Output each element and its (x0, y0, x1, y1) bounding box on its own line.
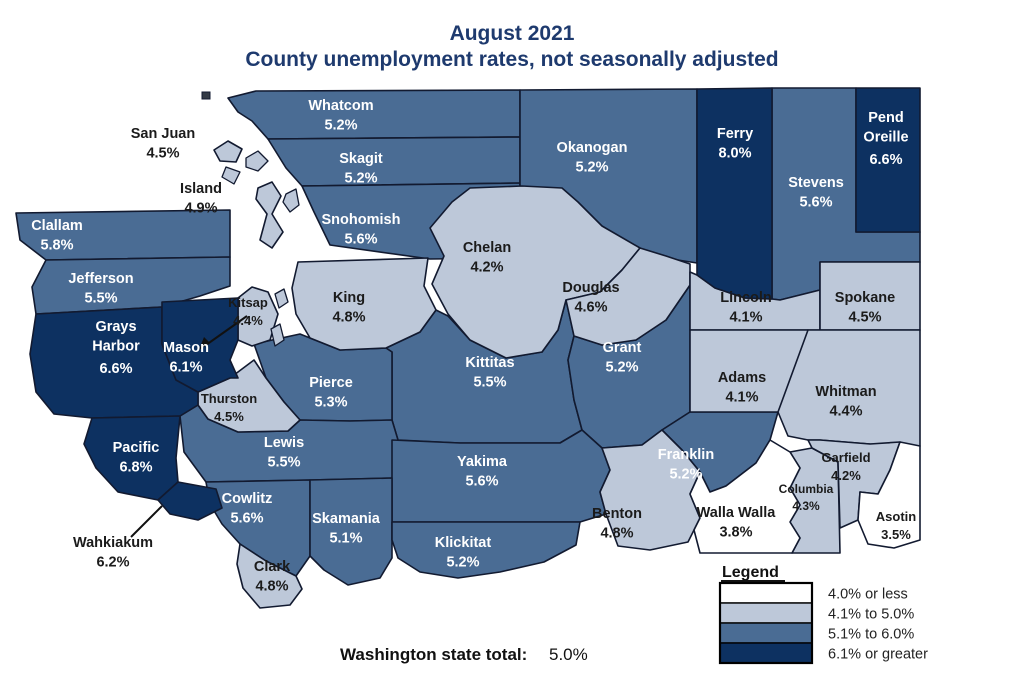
county-shape-king (291, 257, 437, 351)
county-label-yakima: Yakima 5.6% (457, 454, 508, 490)
county-label-kittitas: Kittitas 5.5% (465, 355, 514, 391)
county-label-skagit: Skagit 5.2% (339, 151, 383, 187)
counties-layer (15, 87, 921, 609)
legend-swatch-2 (719, 602, 813, 624)
county-shape-ferry (696, 87, 773, 300)
islands-layer (221, 150, 300, 347)
legend-label-3: 5.1% to 6.0% (828, 627, 914, 643)
county-label-benton: Benton 4.8% (592, 506, 642, 542)
state-total: Washington state total: 5.0% (340, 645, 588, 664)
county-shape-mason (161, 297, 239, 393)
county-label-adams: Adams 4.1% (718, 370, 766, 406)
legend-label-1: 4.0% or less (828, 587, 908, 603)
county-label-klickitat: Klickitat 5.2% (435, 535, 492, 571)
county-label-okanogan: Okanogan 5.2% (557, 140, 628, 176)
kitsap-leader-line (205, 315, 248, 346)
county-label-whitman: Whitman 4.4% (815, 384, 876, 420)
county-label-skamania: Skamania 5.1% (312, 511, 381, 547)
county-label-pend-oreille: Pend Oreille 6.6% (863, 110, 908, 168)
county-label-island: Island 4.9% (180, 181, 222, 217)
legend-swatch-1 (719, 582, 813, 604)
kitsap-leader-arrow (199, 337, 210, 350)
san-juan-island-2 (245, 150, 269, 172)
county-label-grays-harbor: Grays Harbor 6.6% (92, 319, 140, 377)
county-label-san-juan: San Juan 4.5% (131, 126, 195, 162)
county-label-jefferson: Jefferson 5.5% (68, 271, 133, 307)
county-label-chelan: Chelan 4.2% (463, 240, 511, 276)
vashon-island (270, 323, 285, 347)
county-label-douglas: Douglas 4.6% (562, 280, 619, 316)
county-label-pierce: Pierce 5.3% (309, 375, 353, 411)
county-label-whatcom: Whatcom 5.2% (308, 98, 373, 134)
legend-frame (718, 581, 814, 665)
legend: Legend 4.0% or less 4.1% to 5.0% 5.1% to 6… (718, 564, 928, 665)
county-label-wahkiakum: Wahkiakum 6.2% (73, 535, 153, 571)
page-subtitle: County unemployment rates, not seasonall… (245, 48, 778, 71)
county-label-pacific: Pacific 6.8% (113, 440, 160, 476)
county-shape-klickitat (391, 521, 581, 579)
county-label-garfield: Garfield 4.2% (821, 450, 870, 483)
camano-island (282, 188, 300, 213)
county-label-stevens: Stevens 5.6% (788, 175, 844, 211)
legend-label-4: 6.1% or greater (828, 647, 928, 663)
county-shape-pacific (83, 415, 181, 501)
county-label-spokane: Spokane 4.5% (835, 290, 895, 326)
legend-rows: 4.0% or less 4.1% to 5.0% 5.1% to 6.0% 6.1%… (719, 582, 928, 664)
page-title: August 2021 (450, 22, 575, 45)
county-label-lincoln: Lincoln 4.1% (720, 290, 772, 326)
county-shape-san-juan (213, 140, 243, 163)
state-total-label: Washington state total: (340, 645, 527, 664)
county-shape-clark (236, 543, 303, 609)
point-roberts-shape (201, 91, 211, 100)
legend-title-underline (721, 580, 785, 582)
county-shape-skamania (309, 477, 393, 586)
county-shape-wahkiakum (157, 481, 223, 521)
legend-swatch-3 (719, 622, 813, 644)
county-label-ferry: Ferry 8.0% (717, 126, 753, 162)
county-shape-skagit (267, 136, 521, 187)
county-shape-island (255, 181, 284, 249)
county-shape-yakima (391, 429, 611, 523)
county-label-clark: Clark 4.8% (254, 559, 291, 595)
state-total-value: 5.0% (549, 645, 588, 664)
county-shape-pend-oreille (855, 87, 921, 233)
bainbridge-island (274, 288, 289, 309)
county-shape-asotin (857, 441, 921, 549)
county-label-kitsap: Kitsap 4.4% (228, 295, 268, 328)
county-shape-thurston (197, 359, 301, 433)
county-label-asotin: Asotin 3.5% (876, 509, 917, 542)
county-label-thurston: Thurston 4.5% (201, 391, 257, 424)
county-label-snohomish: Snohomish 5.6% (322, 212, 401, 248)
legend-label-2: 4.1% to 5.0% (828, 607, 914, 623)
county-label-lewis: Lewis 5.5% (264, 435, 304, 471)
county-label-cowlitz: Cowlitz 5.6% (222, 491, 273, 527)
county-label-grant: Grant 5.2% (603, 340, 642, 376)
county-label-mason: Mason 6.1% (163, 340, 209, 376)
san-juan-island-3 (221, 166, 241, 185)
county-label-walla-walla: Walla Walla 3.8% (697, 505, 777, 541)
legend-title: Legend (722, 564, 779, 581)
county-shape-douglas (565, 247, 691, 346)
county-labels-layer: Whatcom 5.2% Skagit 5.2% Snohomish 5.6% San Ju… (31, 98, 916, 595)
county-label-clallam: Clallam 5.8% (31, 218, 83, 254)
county-label-king: King 4.8% (332, 290, 365, 326)
county-label-franklin: Franklin 5.2% (658, 447, 714, 483)
wahkiakum-leader-line (130, 505, 163, 538)
county-label-columbia: Columbia 4.3% (779, 482, 834, 513)
legend-swatch-4 (719, 642, 813, 664)
county-shape-walla-walla (689, 439, 801, 554)
county-shape-whatcom (227, 89, 521, 140)
